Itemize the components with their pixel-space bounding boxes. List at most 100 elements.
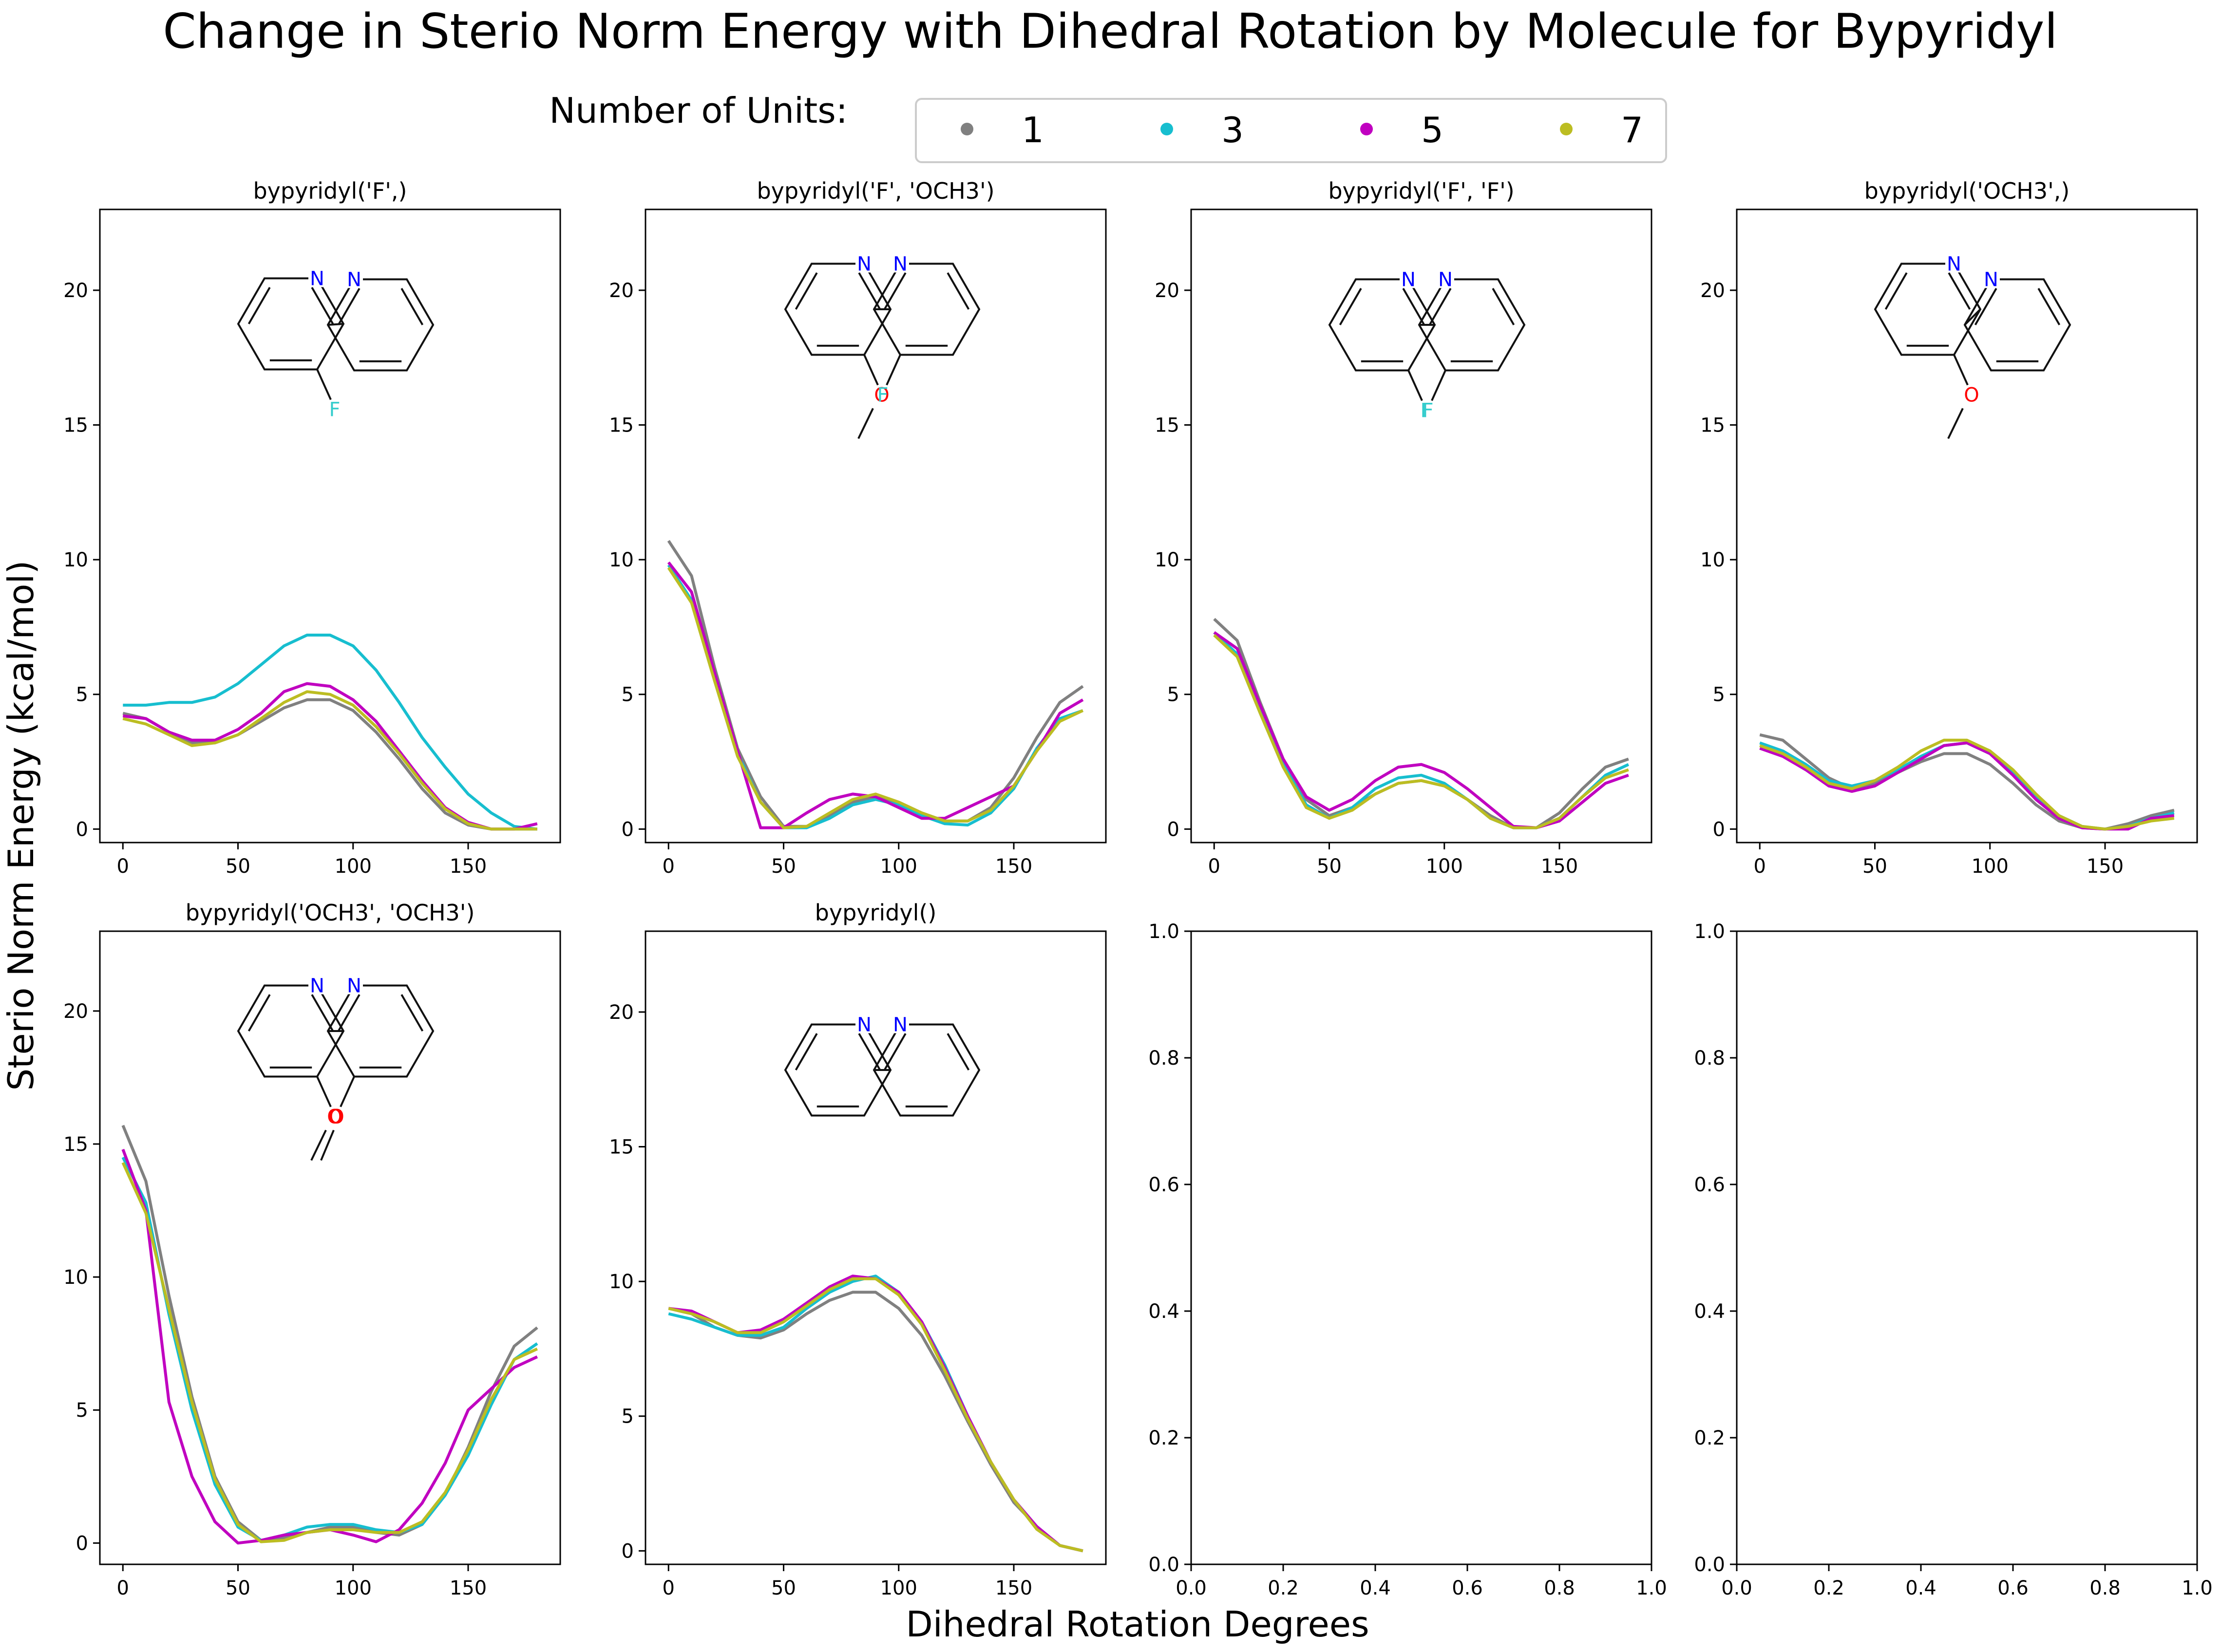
x-tick-label: 1.0 (2182, 1577, 2213, 1599)
series-line-7 (668, 1277, 1083, 1553)
double-bond (337, 994, 361, 1032)
molecule-structure: N N F (237, 265, 435, 421)
subplot-title: bypyridyl('OCH3', 'OCH3') (186, 900, 475, 926)
axes-frame (99, 930, 561, 1565)
y-tick-label: 5 (1713, 684, 1725, 706)
double-bond (1492, 288, 1515, 326)
double-bond (947, 1033, 970, 1071)
series-line-3 (121, 1156, 538, 1542)
double-bond (1884, 272, 1908, 310)
x-tick-label: 150 (995, 855, 1032, 878)
y-tick-label: 20 (63, 280, 88, 302)
series-line-5 (121, 1148, 538, 1545)
legend-label-7: 7 (1621, 110, 1643, 150)
double-bond (1948, 272, 1971, 310)
legend-marker-1 (961, 123, 973, 135)
substituent-bond (340, 1076, 355, 1108)
x-tick-label: 150 (995, 1577, 1032, 1599)
series-line-3 (1213, 631, 1630, 829)
oxygen-label: O (1964, 384, 1979, 407)
nitrogen-label: N (310, 975, 324, 997)
legend-frame (915, 98, 1667, 163)
y-tick-label: 15 (63, 414, 88, 437)
methyl-bond (857, 408, 874, 439)
fluorine-label: F (329, 399, 340, 421)
x-tick-label: 150 (450, 1577, 487, 1599)
double-bond (1428, 288, 1452, 325)
double-bond (311, 994, 334, 1032)
molecule-structure: N NOO (237, 973, 435, 1161)
subplot-6: bypyridyl() 0 50 100 150 0 5 10 15 20 N N (609, 900, 1107, 1599)
series-line-3 (123, 634, 538, 831)
oxygen-label: O (327, 1106, 342, 1128)
y-tick-label: 0 (76, 1532, 88, 1555)
x-tick-label: 0 (1754, 855, 1766, 878)
y-tick-label: 15 (609, 1136, 634, 1159)
x-tick-label: 100 (880, 855, 917, 878)
atom-label-bg (1945, 251, 1963, 273)
x-tick-label: 100 (1426, 855, 1463, 878)
nitrogen-label: N (347, 268, 361, 291)
series-line-3 (667, 564, 1083, 829)
y-tick-label: 10 (63, 1266, 88, 1289)
x-tick-label: 50 (771, 1577, 796, 1599)
double-bond (1339, 288, 1362, 325)
x-tick-label: 0.8 (1544, 1577, 1575, 1599)
double-bond (247, 287, 271, 324)
substituent-bond (316, 369, 332, 400)
y-tick-label: 10 (1700, 549, 1725, 571)
y-tick-label: 0.6 (1148, 1174, 1179, 1196)
axes-frame (645, 930, 1107, 1565)
ring-bond (327, 323, 344, 326)
substituent-bond (863, 354, 879, 386)
subplot-8: 0.0 0.2 0.4 0.6 0.8 1.0 0.0 0.2 0.4 0.6 0.8 1.0 (1694, 920, 2212, 1599)
y-tick-label: 0.2 (1694, 1427, 1725, 1449)
nitrogen-label: N (857, 1014, 872, 1036)
nitrogen-label: N (893, 253, 908, 275)
y-axis-label: Sterio Norm Energy (kcal/mol) (0, 560, 41, 1090)
subplot-title: bypyridyl('F', 'F') (1328, 178, 1514, 204)
atom-label-bg (1437, 266, 1454, 288)
y-tick-label: 0.4 (1694, 1300, 1725, 1323)
y-tick-label: 15 (609, 414, 634, 437)
series-line-5 (1213, 631, 1629, 829)
double-bond (795, 1033, 818, 1070)
y-tick-label: 0.8 (1148, 1047, 1179, 1070)
x-tick-label: 50 (1862, 855, 1887, 878)
substituent-bond (1953, 354, 1969, 386)
double-bond (311, 287, 334, 324)
y-tick-label: 20 (609, 280, 634, 302)
legend-marker-7 (1560, 123, 1573, 135)
subplot-2: bypyridyl('F', 'OCH3') 0 50 100 150 0 5 10 15 20 N… (609, 178, 1107, 878)
x-tick-label: 0.8 (2089, 1577, 2121, 1599)
x-tick-label: 0.4 (1360, 1577, 1391, 1599)
methyl-bond (1947, 408, 1964, 439)
double-bond (883, 1033, 907, 1070)
x-tick-label: 0 (663, 1577, 675, 1599)
subplot-title: bypyridyl('F',) (253, 178, 407, 204)
nitrogen-label: N (1401, 268, 1416, 291)
y-tick-label: 5 (622, 1406, 634, 1428)
x-tick-label: 150 (450, 855, 487, 878)
series-line-3 (1759, 741, 2175, 831)
legend-marker-3 (1160, 123, 1173, 135)
y-tick-label: 0 (622, 818, 634, 841)
x-tick-label: 0 (117, 855, 129, 878)
x-tick-label: 0.4 (1905, 1577, 1936, 1599)
substituent-bond (316, 1076, 332, 1108)
double-bond (337, 288, 361, 325)
double-bond (400, 288, 424, 326)
subplot-1: bypyridyl('F',) 0 50 100 150 0 5 10 15 20 N N F (63, 178, 561, 878)
double-bond (947, 272, 970, 310)
nitrogen-label: N (1947, 253, 1961, 275)
substituent-bond (1407, 370, 1423, 401)
x-tick-label: 0 (117, 1577, 129, 1599)
y-tick-label: 10 (63, 549, 88, 571)
subplot-4: bypyridyl('OCH3',) 0 50 100 150 0 5 10 15 20 N N O (1700, 178, 2198, 878)
y-tick-label: 10 (1155, 549, 1179, 571)
y-tick-label: 20 (63, 1000, 88, 1023)
series-line-1 (122, 698, 537, 831)
